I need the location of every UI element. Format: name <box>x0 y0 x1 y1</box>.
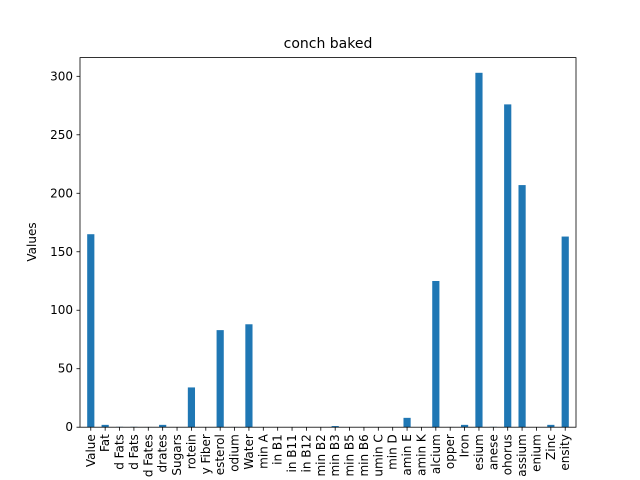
x-tick-label: Fat <box>98 434 112 452</box>
x-tick-label: in B1 <box>271 434 285 465</box>
plot-frame <box>79 57 577 428</box>
x-tick-label: amin E <box>400 434 414 475</box>
x-tick-label: drates <box>156 434 170 472</box>
bar <box>475 72 483 428</box>
x-tick-label: amin K <box>414 433 428 476</box>
y-tick-label: 250 <box>50 128 73 142</box>
x-tick-label: enium <box>529 434 543 472</box>
x-tick-label: anese <box>486 434 500 470</box>
x-tick-label: ensity <box>558 434 572 470</box>
y-tick-label: 300 <box>50 69 73 83</box>
y-axis-label: Values <box>25 222 39 261</box>
x-tick-label: opper <box>443 434 457 469</box>
x-axis: Value Fat d Fats d Fats d Fates drates Sugars r… <box>84 427 572 477</box>
x-tick-label: in B12 <box>299 434 313 472</box>
y-tick-label: 150 <box>50 245 73 259</box>
chart-title: conch baked <box>284 36 373 52</box>
x-tick-label: Value <box>84 434 98 467</box>
bar <box>547 424 555 428</box>
y-axis: 0 50 100 150 200 250 300 <box>50 69 80 434</box>
x-tick-label: min B6 <box>357 434 371 476</box>
x-tick-label: esterol <box>213 434 227 475</box>
bar <box>87 234 95 428</box>
bar <box>561 236 569 428</box>
x-tick-label: y Fiber <box>199 434 213 474</box>
x-tick-label: rotein <box>184 434 198 469</box>
y-tick-label: 100 <box>50 303 73 317</box>
bar <box>432 280 440 428</box>
x-tick-label: Sugars <box>170 434 184 475</box>
x-tick-label: d Fates <box>141 434 155 477</box>
x-tick-label: d Fats <box>113 434 127 470</box>
x-tick-label: min B2 <box>314 434 328 476</box>
y-tick-label: 200 <box>50 186 73 200</box>
bar <box>504 104 512 428</box>
x-tick-label: alcium <box>429 434 443 474</box>
x-tick-label: Iron <box>458 434 472 457</box>
x-tick-label: min B3 <box>328 434 342 476</box>
x-tick-label: umin C <box>371 434 385 476</box>
x-tick-label: d Fats <box>127 434 141 470</box>
bar <box>518 185 526 428</box>
x-tick-label: assium <box>515 434 529 477</box>
x-tick-label: min D <box>386 434 400 470</box>
x-tick-label: min A <box>256 433 270 468</box>
bar <box>101 424 109 428</box>
bar <box>159 424 167 428</box>
x-tick-label: esium <box>472 434 486 470</box>
bar <box>245 324 253 428</box>
y-tick-label: 0 <box>65 420 73 434</box>
bars <box>87 72 569 428</box>
x-tick-label: Zinc <box>544 434 558 460</box>
bar <box>187 387 196 428</box>
bar <box>216 330 224 428</box>
bar <box>460 424 469 428</box>
x-tick-label: odium <box>228 434 242 472</box>
x-tick-label: ohorus <box>501 434 515 475</box>
x-tick-label: Water <box>242 434 256 470</box>
y-tick-label: 50 <box>58 362 73 376</box>
bar <box>403 417 411 428</box>
bar <box>331 426 339 428</box>
x-tick-label: min B5 <box>343 434 357 476</box>
x-tick-label: in B11 <box>285 434 299 472</box>
